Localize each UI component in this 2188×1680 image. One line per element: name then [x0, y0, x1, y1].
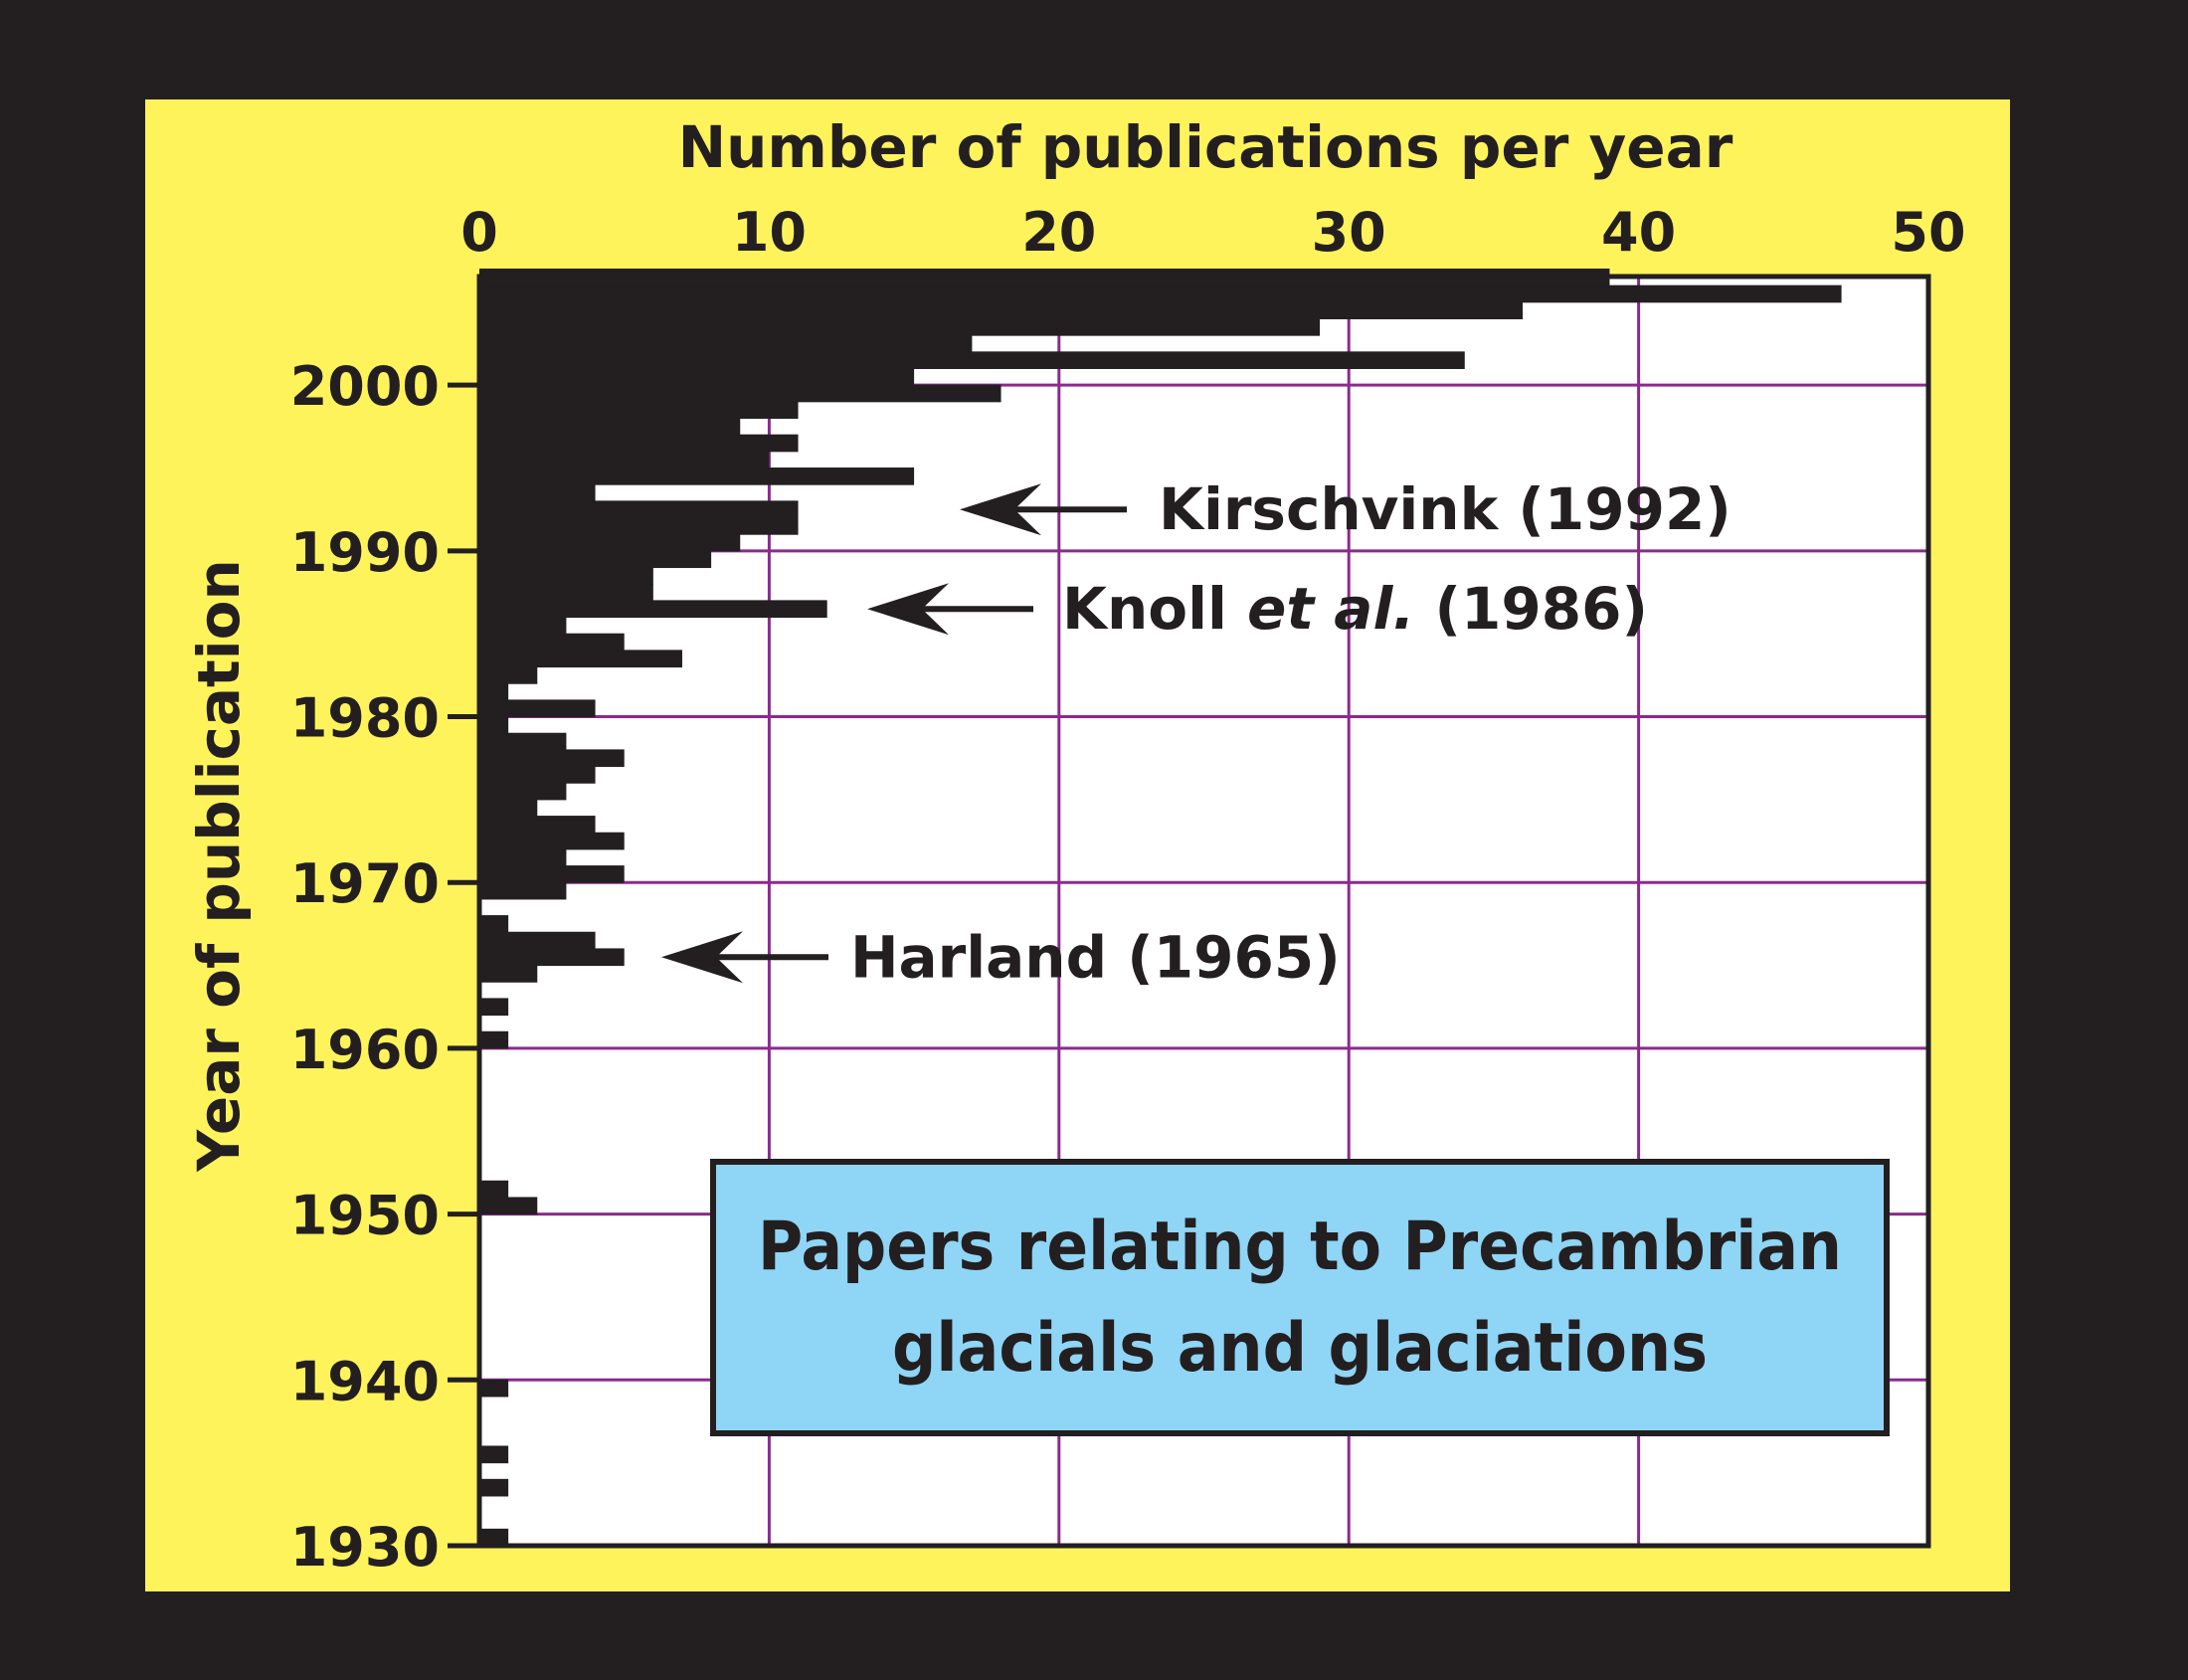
- bar-1982: [479, 666, 538, 684]
- bar-1973: [479, 816, 596, 834]
- bar-1977: [479, 749, 625, 768]
- bar-1998: [479, 401, 799, 420]
- title-box-frame: [710, 1159, 1890, 1436]
- bar-1951: [479, 1180, 509, 1199]
- bar-1980: [479, 699, 596, 718]
- chart-title-line-1: Papers relating to Precambrian: [758, 1208, 1842, 1286]
- bar-1987: [479, 583, 653, 602]
- bar-1971: [479, 848, 567, 867]
- y-tick-label: 2000: [290, 355, 440, 418]
- bar-1989: [479, 550, 712, 569]
- bar-1960: [479, 1030, 509, 1049]
- bar-1962: [479, 998, 509, 1017]
- x-axis-title: Number of publications per year: [678, 113, 1733, 181]
- bar-1981: [479, 682, 509, 701]
- bar-1994: [479, 467, 915, 485]
- y-tick-label: 1930: [290, 1516, 440, 1579]
- bar-1999: [479, 384, 1002, 403]
- bar-1930: [479, 1528, 509, 1547]
- bar-1997: [479, 418, 741, 436]
- bar-1967: [479, 915, 509, 933]
- bar-1986: [479, 600, 827, 619]
- bar-2004: [479, 301, 1524, 320]
- bar-1950: [479, 1197, 538, 1215]
- bar-2002: [479, 334, 973, 353]
- annotation-label: Kirschvink (1992): [1159, 475, 1732, 543]
- bar-1976: [479, 766, 596, 784]
- bar-1935: [479, 1445, 509, 1464]
- axis-ticks: 0 10 20 30 40 50 1930 1940 1950 1960 1970 1980 1990 2…: [290, 201, 1966, 1579]
- plot-frame: [476, 274, 1931, 1549]
- bar-2001: [479, 351, 1465, 370]
- bar-2003: [479, 318, 1321, 336]
- bar-1966: [479, 931, 596, 950]
- bar-1996: [479, 434, 799, 453]
- chart-title-line-2: glacials and glaciations: [892, 1309, 1708, 1388]
- annotations: Kirschvink (1992) Knoll et al. (1986) Harl…: [661, 475, 1732, 991]
- bars: [479, 268, 1842, 1547]
- y-axis-title: Year of publication: [185, 559, 253, 1173]
- bar-2005: [479, 284, 1842, 303]
- annotation-1965: Harland (1965): [661, 923, 1341, 991]
- bar-1969: [479, 881, 567, 900]
- bar-1988: [479, 567, 653, 585]
- y-tick-label: 1980: [290, 687, 440, 750]
- y-tick-label: 1960: [290, 1019, 440, 1081]
- annotation-1992: Kirschvink (1992): [960, 475, 1732, 543]
- title-box: Papers relating to Precambrian glacials …: [710, 1159, 1890, 1436]
- bar-1984: [479, 633, 625, 652]
- x-tick-label: 40: [1601, 201, 1676, 264]
- arrow-left-icon: [867, 583, 949, 636]
- bar-1983: [479, 650, 682, 668]
- annotation-label: Harland (1965): [850, 923, 1341, 991]
- bar-1933: [479, 1478, 509, 1497]
- bar-1970: [479, 865, 625, 883]
- x-tick-label: 20: [1021, 201, 1096, 264]
- annotation-1986: Knoll et al. (1986): [867, 575, 1648, 643]
- bar-1975: [479, 782, 567, 801]
- bar-1993: [479, 483, 596, 502]
- bar-1985: [479, 617, 567, 635]
- x-tick-label: 10: [732, 201, 807, 264]
- arrow-left-icon: [960, 483, 1041, 536]
- arrow-left-icon: [661, 931, 743, 984]
- x-tick-label: 30: [1312, 201, 1386, 264]
- bar-1991: [479, 517, 799, 535]
- bar-1978: [479, 732, 567, 751]
- x-tick-label: 0: [460, 201, 498, 264]
- y-tick-label: 1990: [290, 521, 440, 584]
- bar-1992: [479, 500, 799, 519]
- y-tick-label: 1950: [290, 1185, 440, 1247]
- bar-1974: [479, 799, 538, 818]
- bar-1995: [479, 451, 770, 469]
- bar-1965: [479, 948, 625, 967]
- bar-1964: [479, 965, 538, 983]
- annotation-label: Knoll et al. (1986): [1062, 575, 1648, 643]
- bar-1972: [479, 832, 625, 850]
- bar-1990: [479, 533, 741, 552]
- bar-1979: [479, 716, 509, 734]
- bar-1939: [479, 1379, 509, 1398]
- x-tick-label: 50: [1891, 201, 1965, 264]
- bar-2000: [479, 368, 915, 386]
- y-tick-label: 1970: [290, 852, 440, 915]
- y-tick-label: 1940: [290, 1350, 440, 1412]
